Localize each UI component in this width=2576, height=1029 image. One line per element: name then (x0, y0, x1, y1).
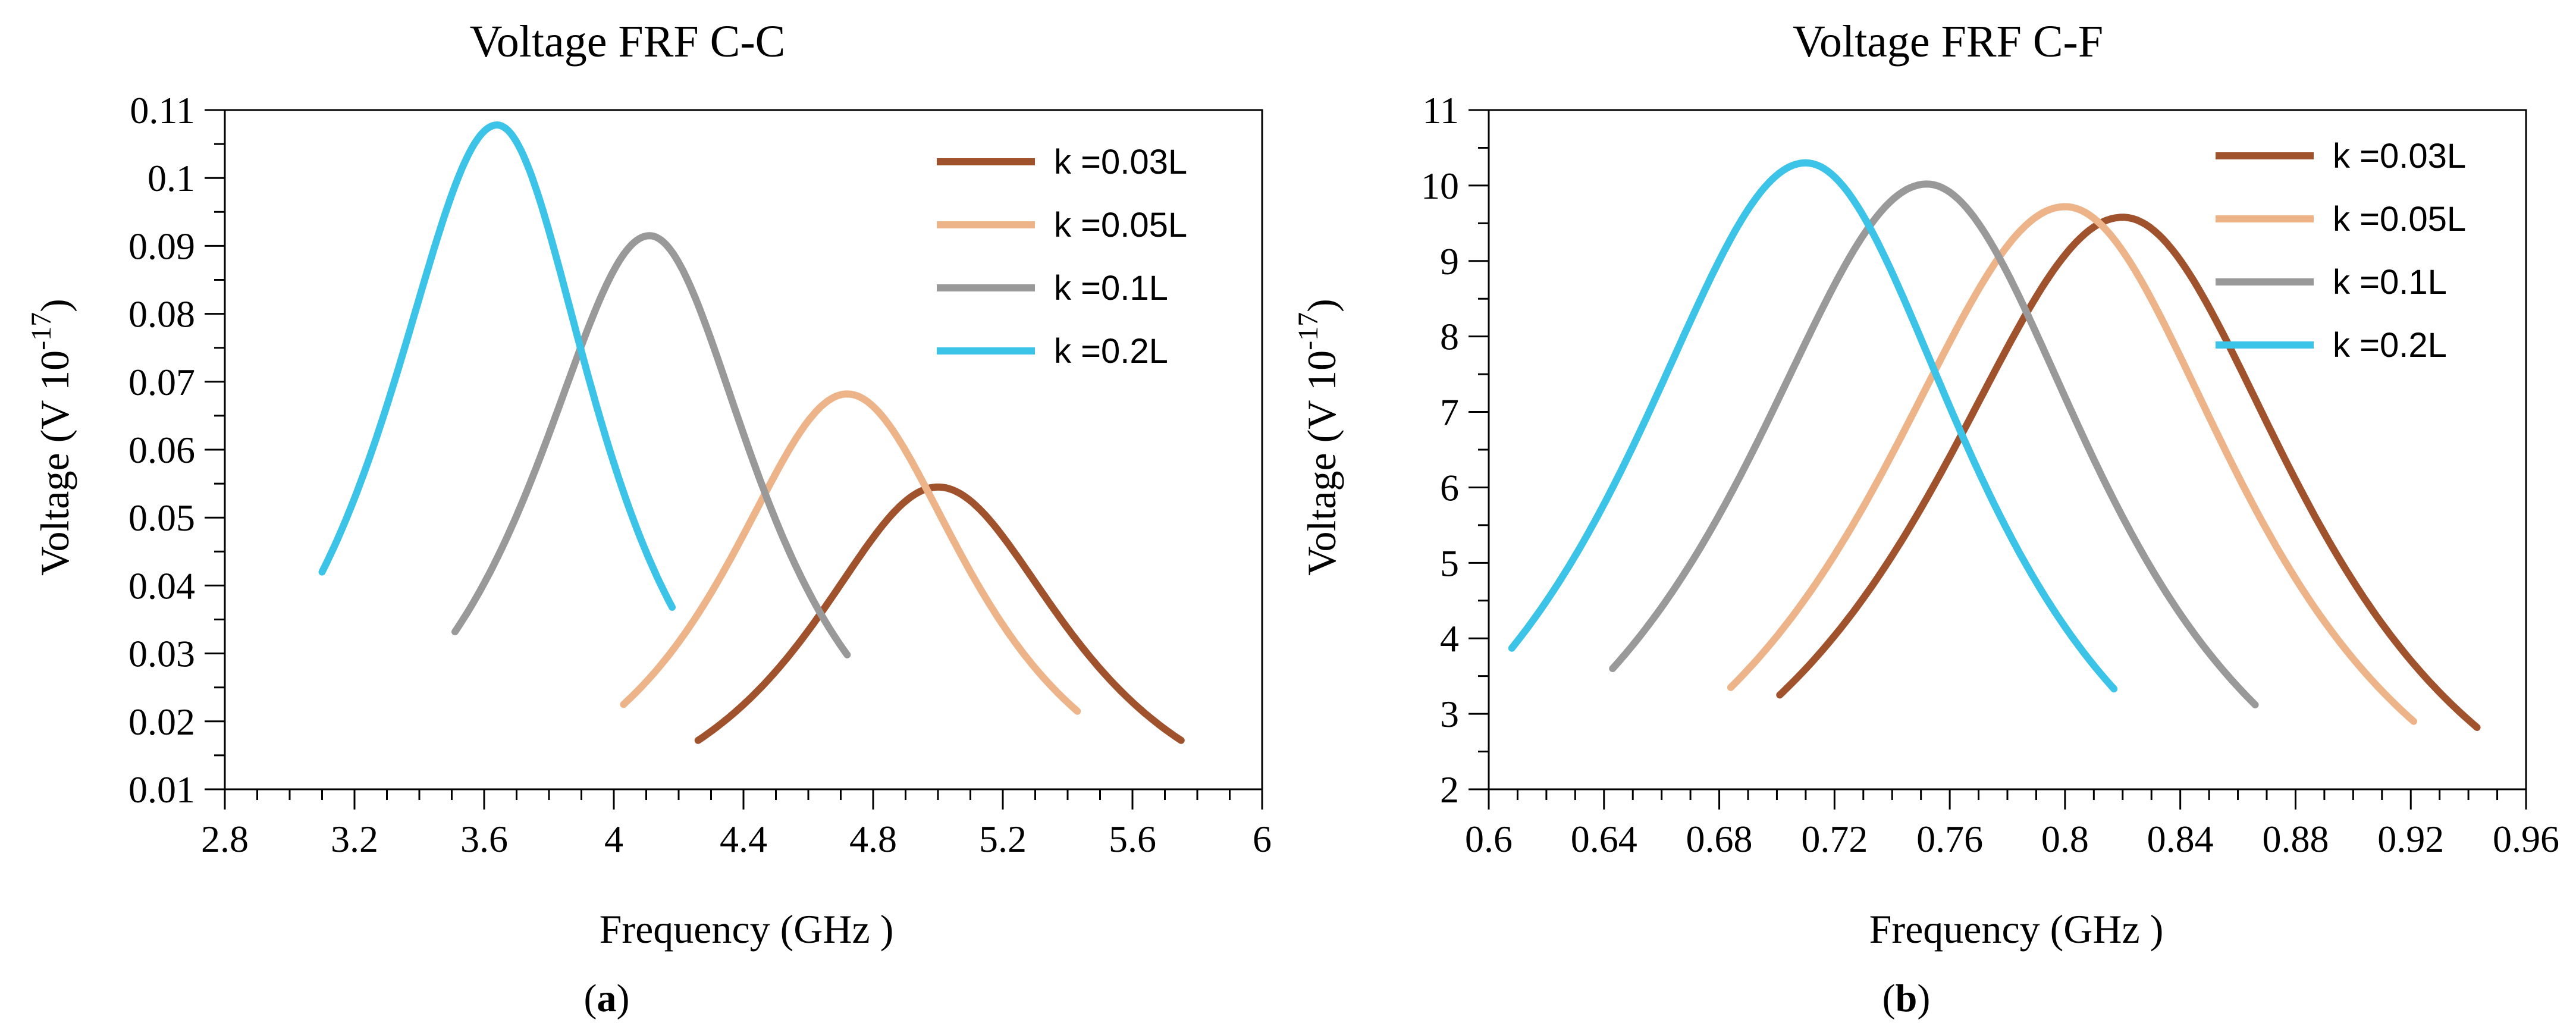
x-tick-label: 3.6 (460, 818, 508, 860)
series-line-k-0-2l (318, 121, 676, 611)
x-tick-label: 0.76 (1916, 818, 1983, 860)
chart-title: Voltage FRF C-C (470, 17, 786, 67)
y-tick-label: 5 (1440, 542, 1459, 584)
series-line-k-0-03l (694, 483, 1185, 744)
subfigure-letter: a (597, 977, 617, 1020)
y-tick-label: 8 (1440, 316, 1459, 358)
subfigure-label: (a) (584, 977, 630, 1020)
chart-panel-b: Voltage FRF C-F 0.6 0.64 0.68 0.72 0.76 0.8 0.8… (1292, 17, 2559, 1020)
y-tick-label: 0.04 (128, 564, 195, 607)
chart-panel-a: Voltage FRF C-C 2.8 3.2 3.6 4 4.4 4.8 5.2 5.6 6 0.… (26, 17, 1272, 1020)
x-tick-label: 0.92 (2377, 818, 2444, 860)
x-tick-label: 0.88 (2262, 818, 2329, 860)
y-axis-label-exponent: -17 (26, 312, 57, 350)
subfigure-label: (b) (1882, 977, 1931, 1020)
x-tick-label: 0.64 (1571, 818, 1637, 860)
x-tick-label: 4.8 (849, 818, 897, 860)
x-tick-label: 4 (604, 818, 623, 860)
x-tick-label: 6 (1253, 818, 1272, 860)
series-line-k-0-05l (620, 390, 1081, 715)
x-tick-label: 0.6 (1465, 818, 1513, 860)
y-tick-label: 11 (1422, 89, 1459, 131)
y-axis-label-main: Voltage (V 10 (32, 350, 77, 576)
y-tick-label: 2 (1440, 768, 1459, 811)
legend-label: k =0.2L (2333, 326, 2447, 365)
x-tick-label: 3.2 (331, 818, 378, 860)
y-tick-label: 4 (1440, 617, 1459, 660)
legend-label: k =0.05L (1054, 206, 1187, 244)
series-line-k-0-1l (451, 232, 851, 658)
x-tick-label: 0.68 (1686, 818, 1753, 860)
series-line-k-0-2l (1508, 159, 2118, 693)
x-tick-label: 0.8 (2041, 818, 2089, 860)
x-axis-label: Frequency (GHz ) (1869, 906, 2164, 952)
y-tick-label: 0.08 (128, 293, 195, 335)
legend-label: k =0.05L (2333, 200, 2466, 239)
y-tick-label: 0.11 (130, 89, 195, 131)
y-tick-label: 0.09 (128, 225, 195, 267)
chart-title: Voltage FRF C-F (1793, 17, 2103, 67)
x-tick-label: 5.6 (1109, 818, 1156, 860)
y-tick-label: 0.02 (128, 701, 195, 743)
x-tick-label: 4.4 (720, 818, 767, 860)
subfigure-letter: b (1896, 977, 1918, 1020)
x-tick-label: 2.8 (201, 818, 249, 860)
y-tick-label: 6 (1440, 466, 1459, 509)
series-line-k-0-05l (1727, 203, 2418, 725)
y-tick-label: 9 (1440, 240, 1459, 283)
y-tick-label: 0.1 (148, 157, 195, 199)
y-axis-label-close: ) (1299, 299, 1344, 312)
legend-label: k =0.03L (2333, 137, 2466, 175)
y-tick-label: 3 (1440, 693, 1459, 735)
y-tick-label: 10 (1421, 165, 1459, 207)
legend-label: k =0.2L (1054, 332, 1168, 371)
series-line-k-0-03l (1776, 214, 2481, 731)
legend-label: k =0.03L (1054, 143, 1187, 181)
x-tick-label: 0.84 (2147, 818, 2214, 860)
y-tick-label: 0.03 (128, 633, 195, 675)
y-axis-label: Voltage (V 10-17) (26, 299, 77, 576)
y-axis-label-exponent: -17 (1292, 312, 1324, 350)
y-axis-label-main: Voltage (V 10 (1299, 350, 1344, 576)
series-line-k-0-1l (1609, 180, 2259, 708)
y-axis-label: Voltage (V 10-17) (1292, 299, 1344, 576)
y-axis-label-close: ) (32, 299, 77, 312)
y-tick-label: 7 (1440, 391, 1459, 434)
x-tick-label: 0.72 (1801, 818, 1868, 860)
y-tick-label: 0.05 (128, 497, 195, 539)
legend-label: k =0.1L (2333, 263, 2447, 302)
legend-label: k =0.1L (1054, 269, 1168, 308)
x-tick-label: 0.96 (2493, 818, 2559, 860)
y-tick-label: 0.06 (128, 429, 195, 471)
y-tick-label: 0.01 (128, 768, 195, 811)
x-tick-label: 5.2 (979, 818, 1027, 860)
x-axis-label: Frequency (GHz ) (600, 906, 894, 952)
y-tick-label: 0.07 (128, 361, 195, 403)
